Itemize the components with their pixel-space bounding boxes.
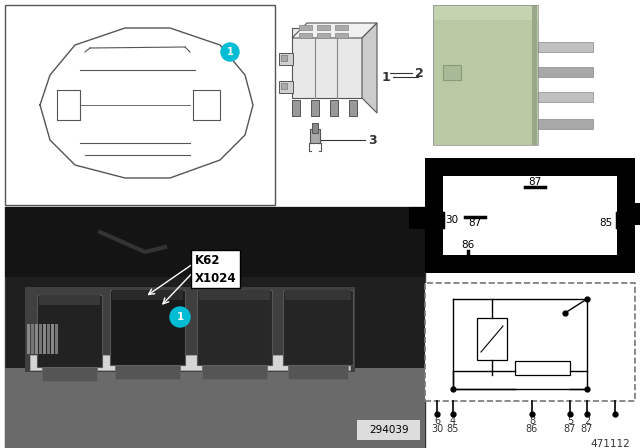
- Bar: [202, 365, 267, 379]
- Circle shape: [221, 43, 239, 61]
- Bar: [310, 129, 320, 143]
- Bar: [477, 318, 507, 360]
- Bar: [311, 100, 319, 116]
- Text: 4: 4: [450, 416, 456, 426]
- Text: 30: 30: [431, 424, 443, 434]
- Bar: [515, 361, 570, 375]
- Text: 1: 1: [227, 47, 234, 57]
- Bar: [30, 355, 350, 370]
- Bar: [37, 295, 102, 367]
- Bar: [317, 25, 330, 30]
- Bar: [279, 53, 293, 65]
- Bar: [299, 25, 312, 30]
- Text: 2: 2: [415, 66, 424, 79]
- Text: 87: 87: [468, 218, 482, 228]
- Bar: [538, 42, 593, 52]
- Bar: [357, 420, 420, 440]
- Text: 86: 86: [526, 424, 538, 434]
- Circle shape: [170, 307, 190, 327]
- Bar: [283, 290, 353, 365]
- Text: 86: 86: [461, 240, 475, 250]
- Text: 85: 85: [599, 218, 612, 228]
- Bar: [330, 100, 338, 116]
- Bar: [197, 290, 272, 365]
- Bar: [312, 123, 318, 133]
- Text: 30: 30: [445, 215, 458, 225]
- Text: 1: 1: [177, 312, 184, 322]
- Text: 2: 2: [584, 416, 590, 426]
- Bar: [5, 5, 275, 205]
- Text: 6: 6: [434, 416, 440, 426]
- Text: 87: 87: [529, 177, 541, 187]
- Bar: [532, 5, 537, 145]
- Bar: [433, 5, 538, 20]
- Bar: [25, 287, 355, 372]
- Text: K62
X1024: K62 X1024: [195, 254, 237, 284]
- Bar: [335, 25, 348, 30]
- Bar: [538, 67, 593, 77]
- Text: 87: 87: [564, 424, 576, 434]
- Bar: [538, 92, 593, 102]
- Bar: [443, 65, 461, 80]
- Bar: [349, 100, 357, 116]
- Bar: [279, 81, 293, 93]
- Text: 471112: 471112: [590, 439, 630, 448]
- Text: 1: 1: [381, 70, 390, 83]
- Bar: [43, 324, 46, 354]
- Text: 85: 85: [447, 424, 459, 434]
- Polygon shape: [292, 23, 377, 38]
- Bar: [115, 365, 180, 379]
- Bar: [51, 324, 54, 354]
- Bar: [288, 365, 348, 379]
- Bar: [5, 207, 425, 448]
- Bar: [285, 290, 351, 300]
- Bar: [433, 5, 538, 145]
- Bar: [39, 295, 100, 305]
- Bar: [538, 119, 593, 129]
- Text: 8: 8: [529, 416, 535, 426]
- Bar: [443, 176, 617, 255]
- Bar: [47, 324, 50, 354]
- Bar: [112, 290, 183, 300]
- Text: 294039: 294039: [369, 425, 409, 435]
- Bar: [292, 28, 362, 98]
- Bar: [39, 324, 42, 354]
- Bar: [35, 324, 38, 354]
- Bar: [292, 100, 300, 116]
- Bar: [110, 290, 185, 365]
- Bar: [42, 367, 97, 381]
- Bar: [281, 55, 287, 61]
- Bar: [633, 203, 640, 225]
- Text: 5: 5: [567, 416, 573, 426]
- Polygon shape: [362, 23, 377, 113]
- Bar: [409, 207, 427, 229]
- Bar: [425, 283, 635, 401]
- Bar: [5, 368, 425, 448]
- Bar: [317, 33, 330, 38]
- Bar: [31, 324, 34, 354]
- Bar: [5, 207, 425, 277]
- Bar: [335, 33, 348, 38]
- Bar: [433, 5, 538, 145]
- Bar: [299, 33, 312, 38]
- Bar: [199, 290, 270, 300]
- Text: 87: 87: [581, 424, 593, 434]
- Bar: [281, 83, 287, 89]
- Text: 3: 3: [368, 134, 376, 146]
- Bar: [425, 158, 635, 273]
- Bar: [27, 324, 30, 354]
- Bar: [55, 324, 58, 354]
